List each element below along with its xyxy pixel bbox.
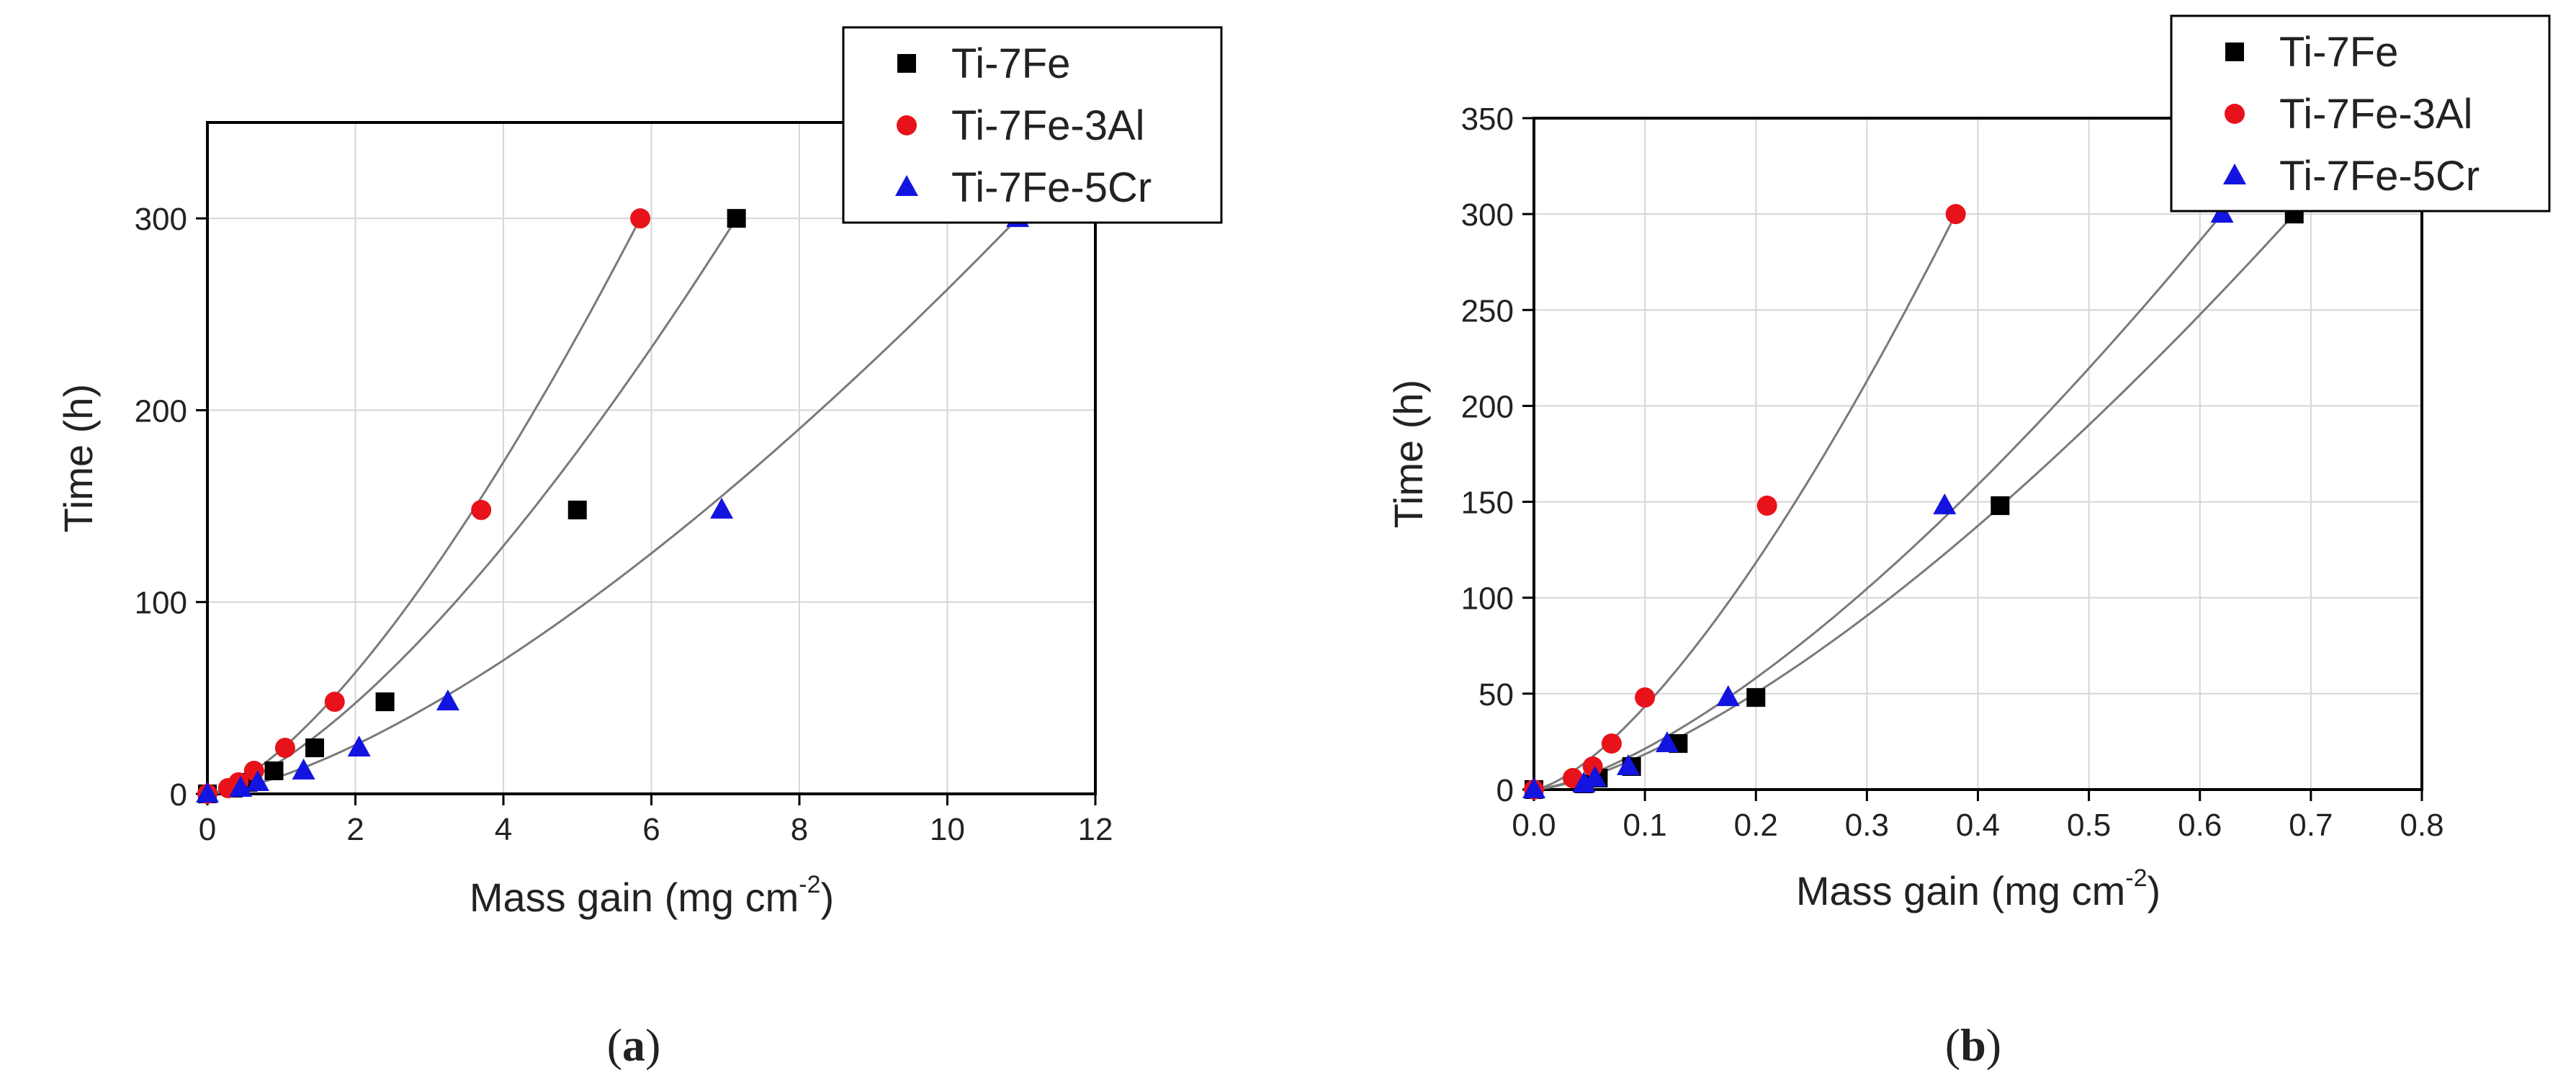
panel-a-legend-label-ti-7fe-5cr: Ti-7Fe-5Cr — [951, 164, 1152, 211]
panel-b-point-ti-7fe-5cr — [2210, 202, 2234, 223]
panel-a-axis-ticks: 0 2 4 6 8 10 12 0 100 200 300 — [135, 202, 1113, 847]
panel-b-legend-marker-ti-7fe-5cr — [2223, 164, 2246, 184]
panel-b-x-tick-label: 0.2 — [1734, 808, 1778, 843]
panel-a-x-tick-label: 4 — [495, 812, 512, 847]
panel-b-point-ti-7fe-5cr — [1572, 772, 1596, 793]
panel-a-point-ti-7fe-5cr — [229, 776, 253, 797]
panel-a-y-axis-label: Time (h) — [55, 384, 101, 532]
panel-a-fit-curve-ti-7fe-5cr — [207, 218, 1019, 795]
panel-a-point-ti-7fe — [375, 692, 395, 712]
panel-a-point-ti-7fe-3al — [630, 208, 651, 229]
panel-b-point-ti-7fe-3al — [1635, 687, 1656, 708]
panel-a-caption: (a) — [607, 1019, 661, 1071]
panel-a-point-ti-7fe-5cr — [710, 497, 734, 519]
panel-a-x-tick-label: 2 — [346, 812, 364, 847]
panel-b-x-tick-label: 0.0 — [1512, 808, 1556, 843]
panel-a-x-tick-label: 10 — [930, 812, 965, 847]
panel-b-legend-label-ti-7fe: Ti-7Fe — [2279, 29, 2398, 76]
panel-a-point-ti-7fe — [567, 500, 587, 519]
panel-b-legend-label-ti-7fe-5cr: Ti-7Fe-5Cr — [2279, 153, 2479, 200]
panel-a-x-axis-label: Mass gain (mg cm-2) — [470, 871, 834, 920]
panel-b-x-tick-label: 0.5 — [2067, 808, 2111, 843]
panel-b-x-tick-label: 0.7 — [2289, 808, 2333, 843]
panel-b-y-tick-label: 250 — [1461, 293, 1514, 329]
panel-b-point-ti-7fe-3al — [1945, 204, 1966, 225]
panel-a-point-ti-7fe-5cr — [196, 782, 219, 803]
panel-b-point-ti-7fe — [1991, 496, 2010, 515]
panel-b-legend-label-ti-7fe-3al: Ti-7Fe-3Al — [2279, 91, 2473, 138]
panel-a-y-tick-label: 200 — [135, 393, 187, 429]
panel-b-caption: (b) — [1945, 1019, 2001, 1071]
panel-b-y-axis-label: Time (h) — [1386, 380, 1431, 528]
panel-a-x-tick-label: 8 — [791, 812, 808, 847]
panel-a-x-tick-label: 0 — [199, 812, 216, 847]
panel-b-point-ti-7fe-5cr — [1522, 777, 1545, 798]
panel-b-x-axis-label: Mass gain (mg cm-2) — [1796, 864, 2160, 913]
panel-a-point-ti-7fe-3al — [471, 499, 492, 520]
panel-a-legend-marker-ti-7fe-5cr — [895, 175, 918, 196]
panel-a-x-tick-label: 12 — [1078, 812, 1113, 847]
panel-b-y-tick-label: 300 — [1461, 197, 1514, 233]
panel-a-legend-marker-ti-7fe-3al — [897, 115, 917, 135]
panel-b-fit-curve-ti-7fe-5cr — [1533, 213, 2223, 791]
panel-a-legend-label-ti-7fe-3al: Ti-7Fe-3Al — [951, 102, 1145, 149]
panel-a-point-ti-7fe-5cr — [246, 770, 269, 792]
panel-a-data-points — [196, 206, 1030, 804]
panel-b-point-ti-7fe — [1746, 688, 1766, 707]
panel-b-x-tick-label: 0.8 — [2400, 808, 2443, 843]
panel-a-y-tick-label: 100 — [135, 586, 187, 621]
panel-b-legend: Ti-7Fe Ti-7Fe-3Al Ti-7Fe-5Cr — [2170, 14, 2551, 213]
panel-b-y-tick-label: 0 — [1496, 773, 1514, 808]
panel-a-y-tick-label: 300 — [135, 202, 187, 237]
panel-a-y-tick-label: 0 — [170, 777, 187, 813]
panel-b-point-ti-7fe-5cr — [1655, 731, 1679, 753]
panel-b-chart: 0.0 0.1 0.2 0.3 0.4 0.5 0.6 0.7 0.8 0 50 100 150 200 2… — [1386, 14, 2551, 1071]
panel-a-point-ti-7fe — [264, 761, 284, 781]
panel-b-y-tick-label: 50 — [1478, 677, 1514, 712]
panel-a-legend: Ti-7Fe Ti-7Fe-3Al Ti-7Fe-5Cr — [842, 26, 1223, 224]
panel-a-point-ti-7fe-5cr — [436, 689, 459, 711]
panel-b-y-tick-label: 150 — [1461, 486, 1514, 521]
panel-b-x-tick-label: 0.1 — [1623, 808, 1667, 843]
panel-a-gridlines — [207, 122, 1095, 794]
panel-a-x-tick-label: 6 — [642, 812, 660, 847]
panel-b-legend-marker-ti-7fe-3al — [2225, 104, 2245, 124]
panel-b-y-tick-label: 350 — [1461, 102, 1514, 137]
panel-b-axis-ticks: 0.0 0.1 0.2 0.3 0.4 0.5 0.6 0.7 0.8 0 50 100 150 200 2… — [1461, 102, 2444, 843]
panel-a-point-ti-7fe-3al — [324, 692, 345, 712]
panel-b-gridlines — [1534, 118, 2422, 790]
panel-b-x-tick-label: 0.4 — [1956, 808, 2000, 843]
panel-b-point-ti-7fe-3al — [1756, 495, 1777, 516]
panel-a-legend-label-ti-7fe: Ti-7Fe — [951, 40, 1070, 87]
panel-b-x-tick-label: 0.6 — [2178, 808, 2222, 843]
panel-a-point-ti-7fe — [305, 738, 324, 758]
panel-b-point-ti-7fe-5cr — [1617, 754, 1641, 776]
panel-b-x-tick-label: 0.3 — [1845, 808, 1889, 843]
panel-a-legend-marker-ti-7fe — [897, 54, 916, 73]
panel-b-point-ti-7fe-3al — [1601, 733, 1622, 754]
panel-b-point-ti-7fe-5cr — [1716, 685, 1740, 707]
panel-b-legend-marker-ti-7fe — [2225, 43, 2244, 61]
panel-a-point-ti-7fe — [727, 209, 746, 228]
panel-a-fit-curve-ti-7fe — [207, 218, 737, 795]
panel-a-point-ti-7fe-5cr — [347, 736, 371, 757]
panel-b-y-tick-label: 100 — [1461, 581, 1514, 617]
panel-a-point-ti-7fe-3al — [274, 738, 295, 759]
panel-b-y-tick-label: 200 — [1461, 389, 1514, 424]
panel-b-point-ti-7fe-5cr — [1583, 766, 1607, 787]
panel-b-point-ti-7fe-5cr — [1933, 493, 1957, 514]
panel-b-data-points — [1522, 202, 2304, 800]
panel-a-point-ti-7fe-5cr — [292, 759, 315, 780]
